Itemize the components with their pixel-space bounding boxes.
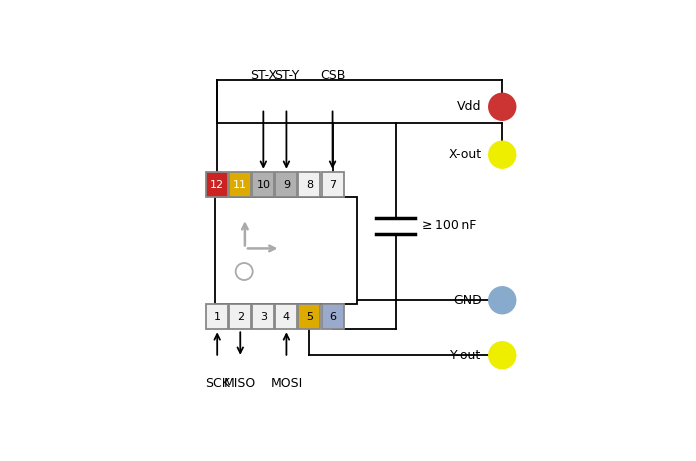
Circle shape	[488, 93, 516, 121]
Circle shape	[488, 341, 516, 369]
Text: SCK: SCK	[205, 377, 230, 390]
Text: Y-out: Y-out	[450, 349, 482, 362]
Text: 8: 8	[306, 179, 313, 189]
Text: X-out: X-out	[448, 148, 482, 161]
Bar	[276, 304, 297, 329]
Text: 3: 3	[260, 312, 267, 322]
Circle shape	[488, 286, 516, 314]
Bar	[276, 172, 297, 197]
Text: 9: 9	[283, 179, 290, 189]
Bar	[253, 304, 274, 329]
Text: 12: 12	[210, 179, 224, 189]
Text: ST-X: ST-X	[250, 69, 277, 82]
Text: GND: GND	[453, 294, 482, 307]
Bar	[299, 304, 320, 329]
Text: 5: 5	[306, 312, 313, 322]
Text: 11: 11	[233, 179, 247, 189]
Bar	[214, 197, 357, 304]
Text: MOSI: MOSI	[270, 377, 303, 390]
Bar	[299, 172, 320, 197]
Text: 1: 1	[214, 312, 221, 322]
Text: 10: 10	[256, 179, 270, 189]
Text: CSB: CSB	[320, 69, 345, 82]
Text: Vdd: Vdd	[457, 100, 482, 113]
Bar	[322, 172, 344, 197]
Text: MISO: MISO	[224, 377, 256, 390]
Bar	[206, 304, 228, 329]
Circle shape	[236, 263, 253, 280]
Bar	[229, 304, 251, 329]
Circle shape	[488, 141, 516, 169]
Text: ≥ 100 nF: ≥ 100 nF	[422, 219, 476, 232]
Text: 6: 6	[329, 312, 336, 322]
Bar	[229, 172, 251, 197]
Text: 2: 2	[237, 312, 244, 322]
Bar	[253, 172, 274, 197]
Text: 7: 7	[329, 179, 336, 189]
Text: 4: 4	[283, 312, 290, 322]
Bar	[322, 304, 344, 329]
Text: ST-Y: ST-Y	[274, 69, 299, 82]
Bar	[206, 172, 228, 197]
